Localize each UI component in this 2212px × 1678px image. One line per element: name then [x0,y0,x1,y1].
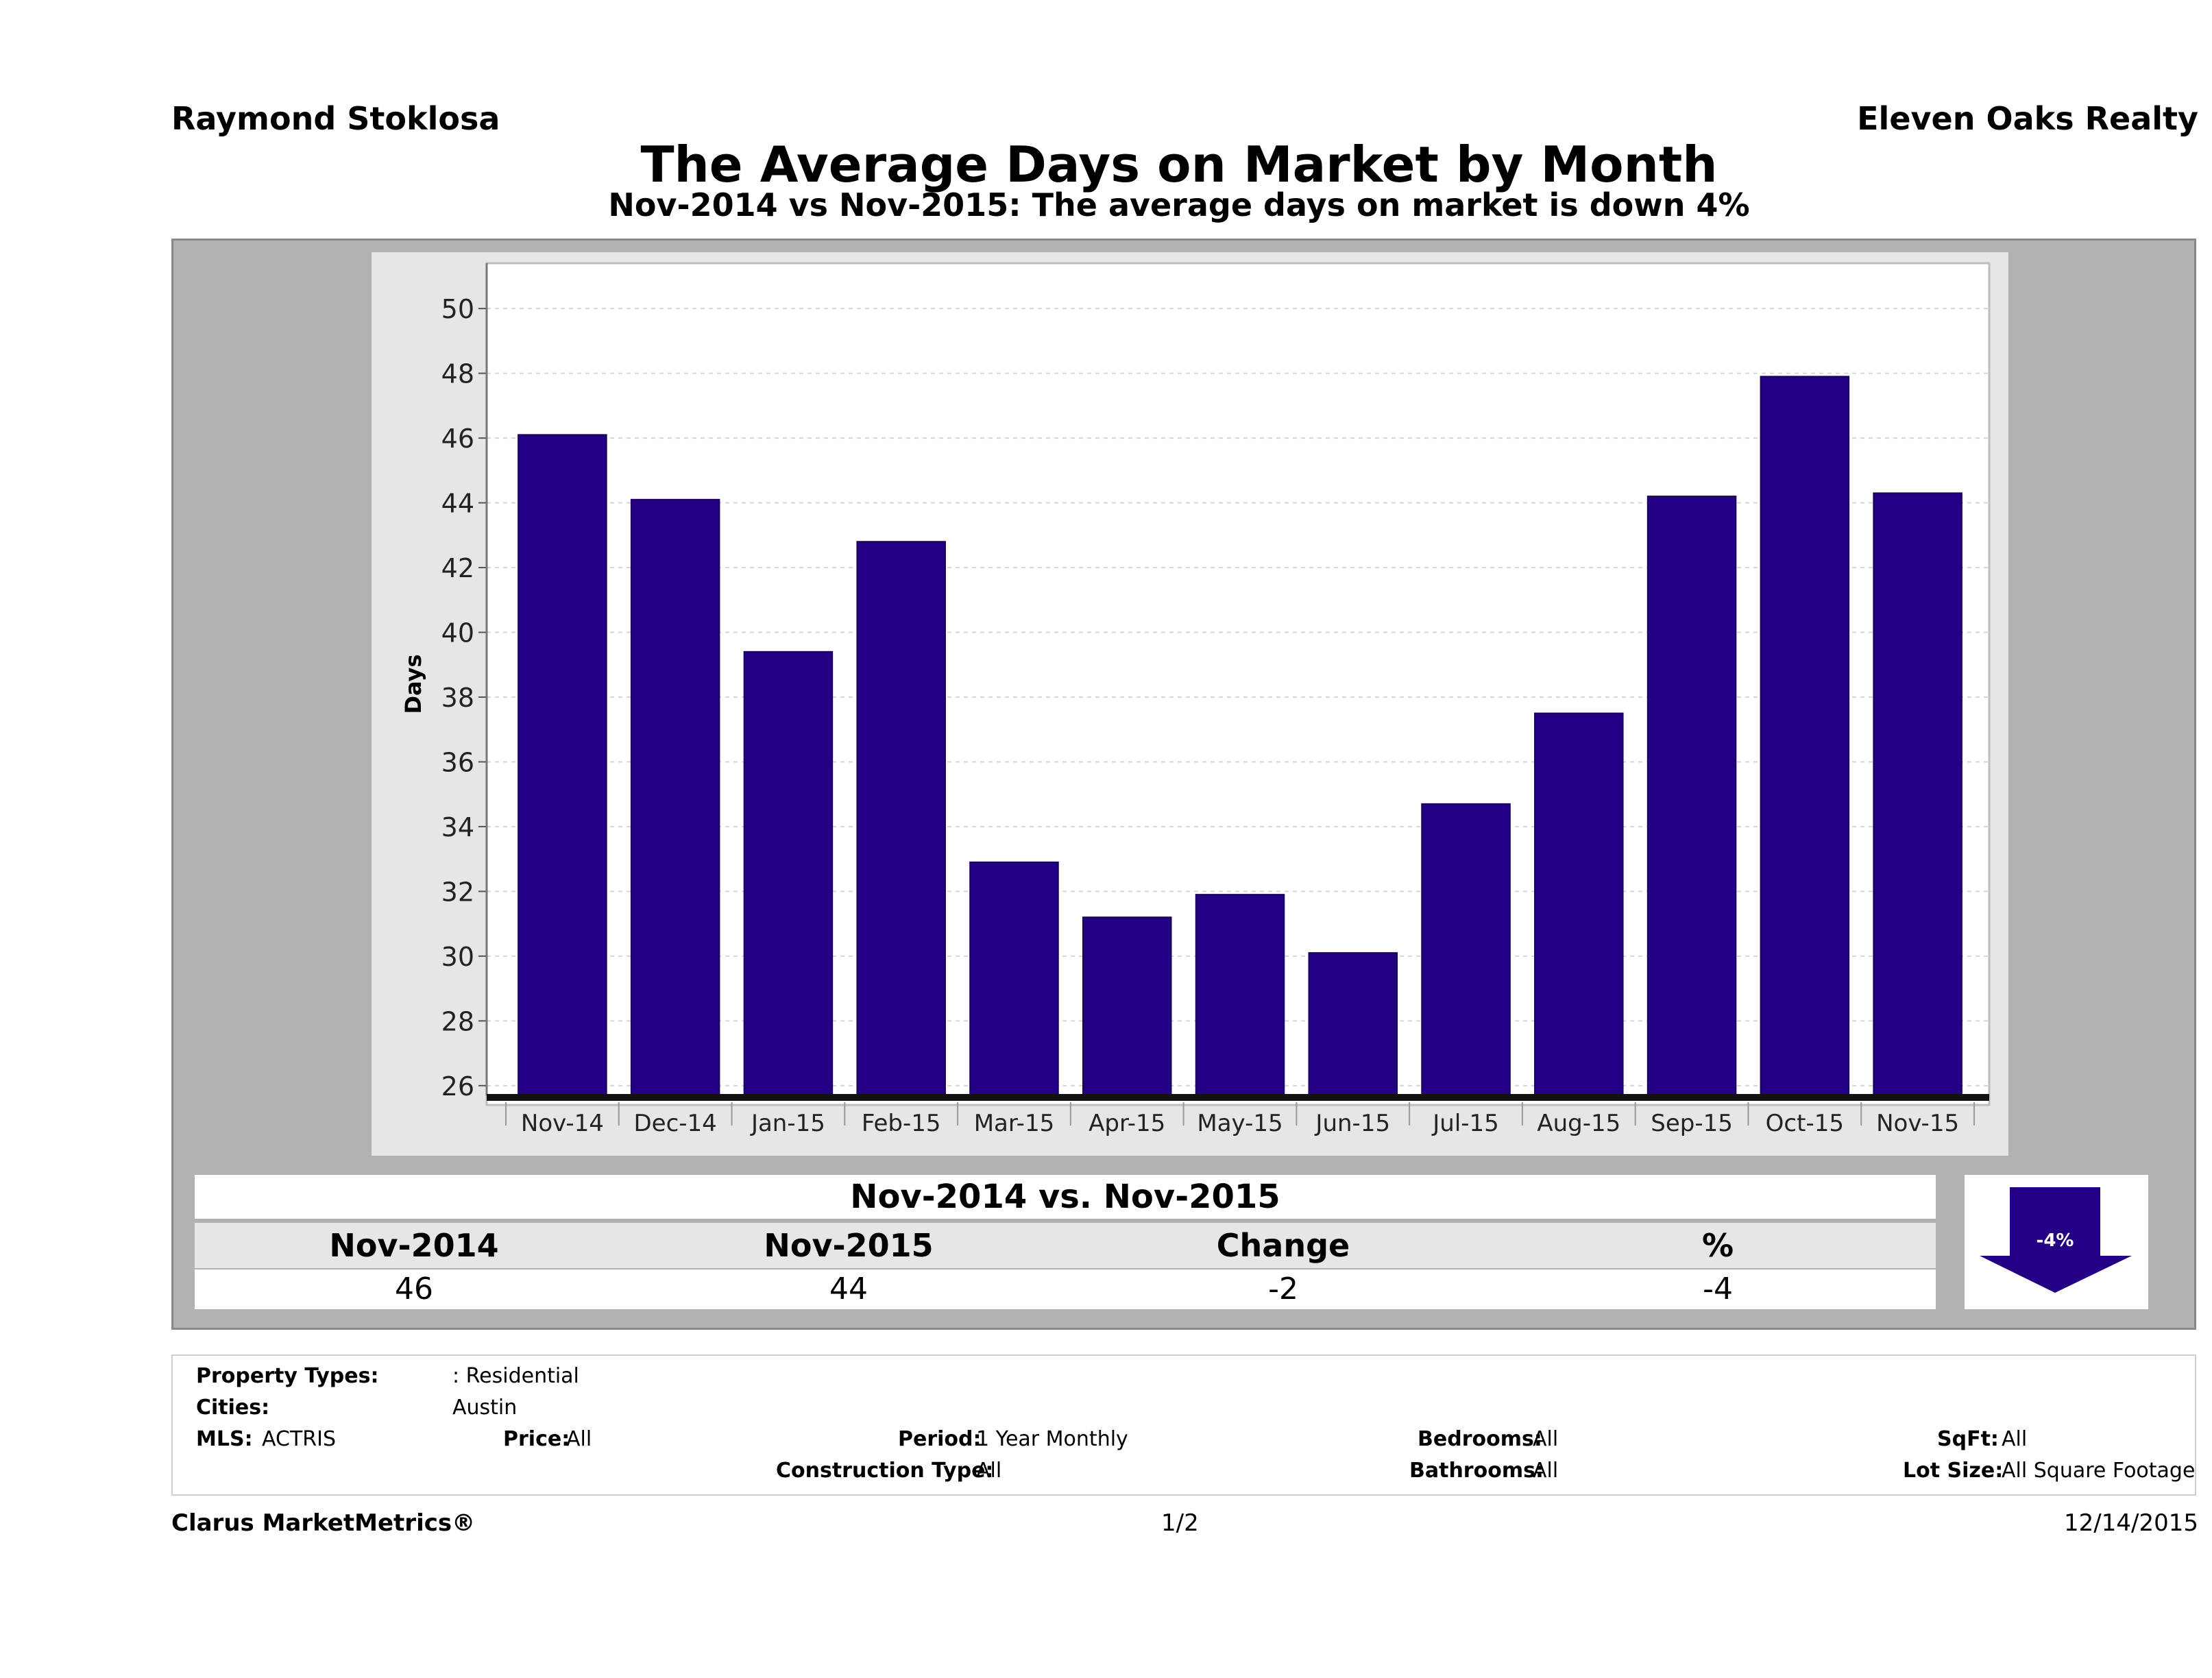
construction-type-label: Construction Type: [776,1459,994,1483]
x-tick-label: Oct-15 [1766,1110,1844,1137]
y-tick-label: 34 [441,812,474,842]
footer-brand: Clarus MarketMetrics® [171,1509,476,1537]
lot-size-label: Lot Size: [1903,1459,2004,1483]
change-badge-label: -4% [2037,1230,2074,1251]
summary-val-percent: -4 [1703,1272,1733,1306]
y-tick-label: 30 [441,942,474,972]
y-tick-label: 40 [441,618,474,648]
price-value: All [566,1427,592,1451]
x-tick-label: Mar-15 [974,1110,1055,1137]
summary-col-nov-2015: Nov-2015 [764,1227,934,1264]
summary-val-nov-2015: 44 [829,1272,868,1306]
bar-chart: 26 28 30 32 34 36 38 40 42 44 46 48 50 Nov-14 Dec-14 Ja… [372,252,2008,1156]
chart-subtitle: Nov-2014 vs Nov-2015: The average days o… [608,186,1750,223]
filter-criteria [171,1354,2196,1496]
y-tick-label: 50 [441,294,474,324]
axes: 26 28 30 32 34 36 38 40 42 44 46 48 50 Nov-14 Dec-14 Ja… [441,263,1989,1137]
mls-label: MLS: [196,1427,253,1451]
bar-jan-15 [743,650,834,1096]
y-tick-label: 32 [441,877,474,907]
bar-sep-15 [1646,496,1737,1096]
summary-col-nov-2014: Nov-2014 [329,1227,499,1264]
bar-jul-15 [1421,803,1511,1097]
x-tick-label: Sep-15 [1651,1110,1733,1137]
summary-value-row [195,1269,1936,1309]
footer-date: 12/14/2015 [2064,1509,2198,1537]
bathrooms-value: All [1533,1459,1559,1483]
x-tick-label: Jul-15 [1431,1110,1499,1137]
y-tick-label: 36 [441,747,474,777]
agent-name: Raymond Stoklosa [171,100,500,137]
price-label: Price: [503,1427,570,1451]
x-tick-label: Jun-15 [1314,1110,1390,1137]
down-arrow-shape [1980,1187,2132,1293]
summary-header-row [195,1223,1936,1268]
y-tick-label: 38 [441,683,474,713]
y-axis-label: Days [400,654,426,714]
bar-oct-15 [1760,376,1850,1097]
y-tick-label: 44 [441,489,474,519]
x-axis-line [487,1094,1989,1101]
footer-page-number: 1/2 [1161,1509,1199,1537]
y-tick-label: 48 [441,359,474,389]
grid-lines [487,308,1989,1086]
company-name: Eleven Oaks Realty [1857,100,2198,137]
bedrooms-label: Bedrooms: [1418,1427,1542,1451]
bar-aug-15 [1534,712,1624,1096]
bedrooms-value: All [1533,1427,1559,1451]
bar-mar-15 [969,861,1059,1096]
x-tick-label: Nov-15 [1876,1110,1959,1137]
bar-nov-14 [518,434,607,1096]
bar-may-15 [1195,894,1285,1096]
y-tick-label: 46 [441,424,474,454]
period-label: Period: [898,1427,982,1451]
sqft-label: SqFt: [1937,1427,1999,1451]
bar-jun-15 [1308,952,1398,1096]
bar-dec-14 [630,498,720,1096]
construction-type-value: All [976,1459,1002,1483]
down-arrow-icon: -4% [1980,1187,2132,1293]
bathrooms-label: Bathrooms: [1409,1459,1544,1483]
bar-feb-15 [856,541,946,1096]
x-tick-label: Jan-15 [750,1110,825,1137]
x-tick-label: Feb-15 [862,1110,941,1137]
chart-title: The Average Days on Market by Month [640,136,1718,193]
y-tick-label: 42 [441,553,474,583]
bar-nov-15 [1873,492,1962,1097]
summary-col-change: Change [1216,1227,1350,1264]
sqft-value: All [2002,1427,2028,1451]
summary-col-percent: % [1701,1227,1734,1264]
summary-val-change: -2 [1268,1272,1298,1306]
summary-val-nov-2014: 46 [395,1272,433,1306]
y-tick-label: 26 [441,1071,474,1102]
change-badge: -4% [1965,1175,2148,1309]
period-value: 1 Year Monthly [976,1427,1128,1451]
cities-label: Cities: [196,1396,270,1420]
property-types-value: : Residential [452,1364,579,1388]
summary-title: Nov-2014 vs. Nov-2015 [195,1175,1936,1219]
x-tick-label: Aug-15 [1537,1110,1620,1137]
x-tick-label: Nov-14 [521,1110,604,1137]
bars [518,376,1962,1097]
x-tick-label: Apr-15 [1089,1110,1165,1137]
bar-apr-15 [1082,916,1172,1097]
x-tick-label: Dec-14 [633,1110,716,1137]
y-tick-label: 28 [441,1006,474,1036]
x-tick-label: May-15 [1197,1110,1283,1137]
mls-value: ACTRIS [262,1427,337,1451]
property-types-label: Property Types: [196,1364,379,1388]
cities-value: Austin [452,1396,518,1420]
lot-size-value: All Square Footage [2002,1459,2196,1483]
